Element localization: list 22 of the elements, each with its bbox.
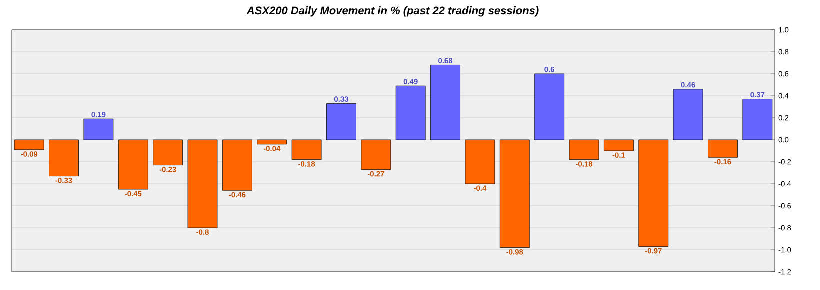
bar (257, 140, 288, 145)
bar (14, 140, 44, 150)
bar (326, 104, 356, 140)
chart-title: ASX200 Daily Movement in % (past 22 trading sessions) (246, 6, 539, 17)
bar (500, 140, 530, 248)
bar (153, 140, 184, 166)
bar (84, 118, 114, 140)
bar (673, 89, 704, 140)
bar (222, 140, 252, 191)
bar (188, 140, 218, 228)
bar (361, 140, 392, 170)
bar (396, 86, 426, 140)
bar (534, 74, 565, 140)
bar (292, 140, 322, 160)
bar (569, 140, 600, 160)
bar (118, 140, 148, 190)
bar (49, 140, 79, 176)
bar (465, 140, 496, 184)
bar (604, 140, 634, 152)
bar (638, 140, 669, 247)
bar (708, 140, 738, 158)
bar (430, 65, 460, 140)
